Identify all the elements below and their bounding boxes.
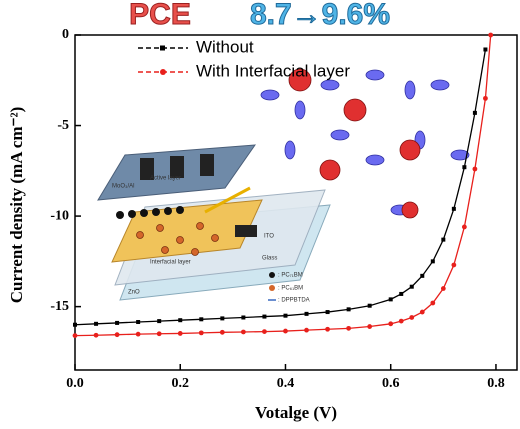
data-point bbox=[488, 32, 494, 38]
data-point bbox=[157, 319, 162, 324]
data-point bbox=[199, 317, 204, 322]
data-point bbox=[430, 300, 436, 306]
data-point bbox=[325, 326, 330, 332]
data-point bbox=[472, 110, 477, 115]
data-point bbox=[399, 291, 404, 296]
chart-title: PCE 8.7→9.6% bbox=[129, 0, 391, 31]
data-point bbox=[472, 166, 478, 172]
data-point bbox=[178, 318, 183, 323]
data-point bbox=[483, 47, 488, 52]
data-point bbox=[220, 316, 225, 321]
series-line bbox=[74, 34, 492, 337]
inset-label: ZnO bbox=[128, 290, 140, 296]
y-tick-label: -15 bbox=[50, 299, 69, 314]
x-tick-label: 0.4 bbox=[277, 376, 295, 391]
data-point bbox=[430, 259, 435, 264]
legend-label: Without bbox=[196, 37, 254, 56]
y-tick-label: -10 bbox=[50, 208, 69, 223]
data-point bbox=[93, 332, 99, 338]
data-point bbox=[409, 284, 414, 289]
data-point bbox=[115, 320, 120, 325]
data-point bbox=[451, 262, 457, 268]
legend-marker bbox=[160, 69, 166, 75]
data-point bbox=[283, 328, 288, 334]
data-point bbox=[262, 329, 267, 335]
data-point bbox=[388, 321, 394, 327]
data-point bbox=[346, 325, 352, 331]
data-point bbox=[441, 237, 446, 242]
data-point bbox=[114, 332, 120, 338]
data-point bbox=[346, 307, 351, 312]
data-point bbox=[177, 331, 183, 336]
data-point bbox=[440, 286, 446, 291]
inset-label: Interfacial layer bbox=[150, 260, 191, 266]
inset-label: : PC₆₁BM bbox=[278, 286, 303, 292]
data-point bbox=[240, 329, 246, 335]
data-point bbox=[462, 165, 467, 170]
data-point bbox=[156, 331, 162, 337]
data-point bbox=[262, 314, 267, 319]
plot-frame bbox=[74, 34, 518, 371]
data-point bbox=[451, 206, 456, 211]
data-point bbox=[73, 322, 77, 327]
inset-label: : DPPBTDA bbox=[278, 298, 310, 304]
y-tick-label: -5 bbox=[57, 118, 69, 133]
data-point bbox=[219, 329, 225, 335]
data-point bbox=[72, 333, 78, 338]
data-point bbox=[198, 330, 204, 336]
inset-label: ITO bbox=[264, 234, 274, 240]
data-point bbox=[325, 310, 330, 315]
data-point bbox=[461, 224, 467, 230]
data-point bbox=[367, 324, 373, 329]
data-point bbox=[419, 309, 425, 315]
inset-label: Glass bbox=[262, 256, 277, 262]
inset-label: : PC₇₁BM bbox=[278, 273, 303, 279]
data-point bbox=[420, 273, 425, 278]
data-point bbox=[136, 320, 141, 325]
data-point bbox=[94, 321, 99, 326]
x-tick-label: 0.0 bbox=[66, 376, 84, 391]
data-point bbox=[367, 303, 372, 308]
x-tick-label: 0.2 bbox=[171, 376, 189, 391]
title-part: 8.7→9.6% bbox=[250, 0, 390, 31]
data-point bbox=[483, 95, 488, 101]
data-point bbox=[135, 331, 141, 337]
x-tick-label: 0.8 bbox=[487, 376, 505, 391]
legend-label: With Interfacial layer bbox=[196, 61, 350, 80]
data-point bbox=[304, 311, 309, 316]
data-point bbox=[241, 315, 246, 320]
data-point bbox=[398, 318, 404, 324]
data-point bbox=[283, 313, 288, 318]
inset-device: Active layer MoO₃/Al Interfacial layer I… bbox=[97, 144, 331, 304]
x-tick-label: 0.6 bbox=[382, 376, 400, 391]
data-point bbox=[409, 315, 415, 320]
x-axis-label: Votalge (V) bbox=[255, 403, 337, 422]
data-point bbox=[304, 327, 309, 333]
y-axis-label: Current density (mA cm⁻²) bbox=[7, 107, 26, 303]
y-tick-label: 0 bbox=[62, 27, 69, 42]
legend-marker bbox=[160, 45, 165, 51]
inset-label: Active layer bbox=[150, 176, 181, 182]
title-part: PCE bbox=[129, 0, 191, 31]
inset-molecule bbox=[260, 68, 470, 219]
inset-label: MoO₃/Al bbox=[112, 184, 134, 190]
data-point bbox=[388, 297, 393, 302]
